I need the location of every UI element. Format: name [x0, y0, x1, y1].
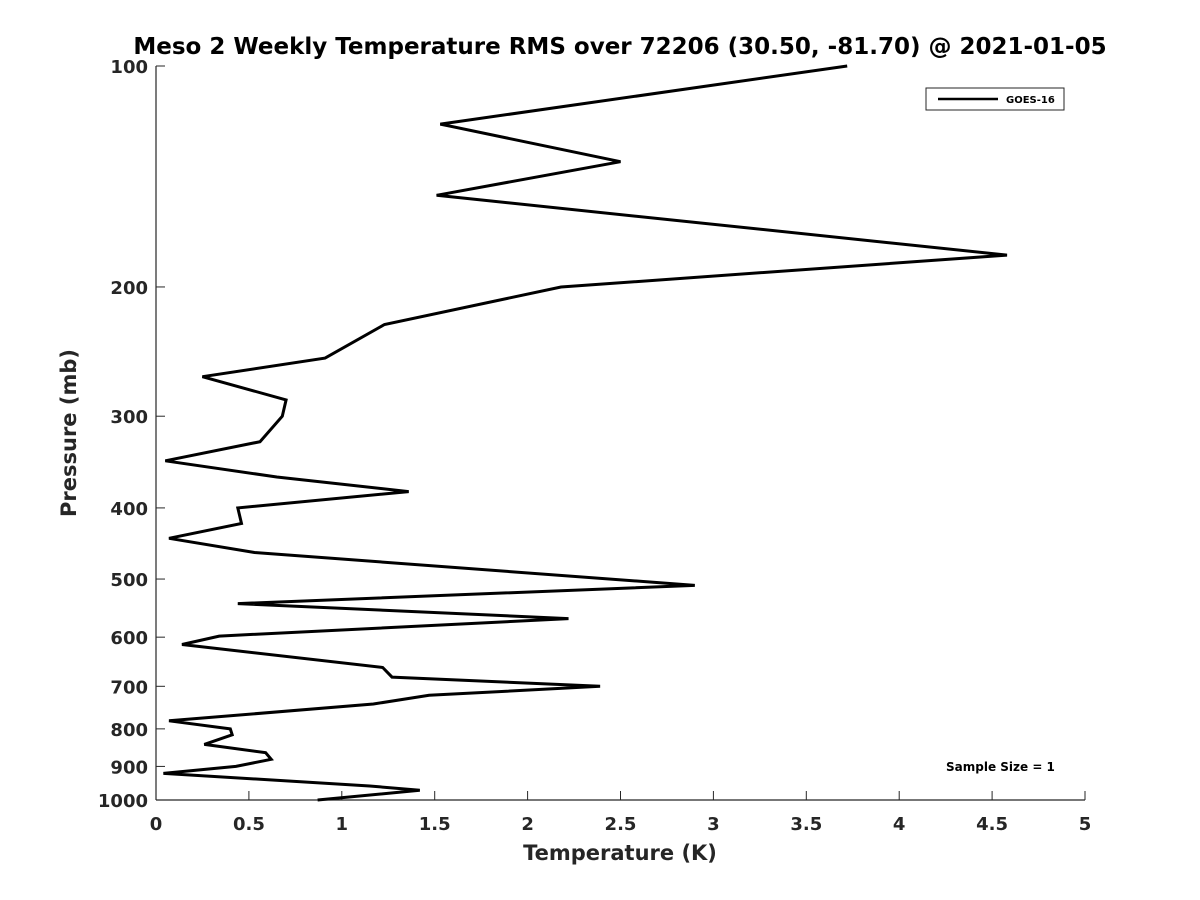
y-tick-label: 100 [110, 57, 148, 78]
x-tick-label: 5 [1079, 814, 1092, 835]
y-tick-label: 1000 [98, 791, 148, 812]
y-tick-label: 400 [110, 499, 148, 520]
x-ticks: 0 0.5 1 1.5 2 2.5 3 3.5 4 4.5 5 [150, 791, 1092, 835]
y-axis-label: Pressure (mb) [57, 349, 81, 517]
y-tick-label: 600 [110, 628, 148, 649]
x-tick-label: 2 [521, 814, 534, 835]
plot-lines [163, 64, 1008, 802]
y-tick-label: 500 [110, 570, 148, 591]
y-tick-label: 800 [110, 720, 148, 741]
y-tick-label: 200 [110, 278, 148, 299]
y-tick-label: 700 [110, 677, 148, 698]
x-tick-label: 2.5 [605, 814, 637, 835]
x-tick-label: 3 [707, 814, 720, 835]
legend: GOES-16 [925, 87, 1065, 111]
x-axis-label: Temperature (K) [523, 841, 717, 865]
chart-title: Meso 2 Weekly Temperature RMS over 72206… [133, 34, 1106, 60]
series-line-goes-16 [163, 64, 1008, 802]
y-tick-label: 300 [110, 407, 148, 428]
y-ticks: 100 200 300 400 500 600 700 800 900 1000 [98, 57, 165, 812]
x-tick-label: 0 [150, 814, 163, 835]
x-tick-label: 4.5 [976, 814, 1008, 835]
x-tick-label: 1.5 [419, 814, 451, 835]
x-tick-label: 0.5 [233, 814, 265, 835]
x-tick-label: 3.5 [790, 814, 822, 835]
legend-label: GOES-16 [1006, 95, 1055, 106]
x-tick-label: 1 [336, 814, 349, 835]
x-tick-label: 4 [893, 814, 906, 835]
y-tick-label: 900 [110, 757, 148, 778]
sample-size-annotation: Sample Size = 1 [946, 760, 1055, 774]
